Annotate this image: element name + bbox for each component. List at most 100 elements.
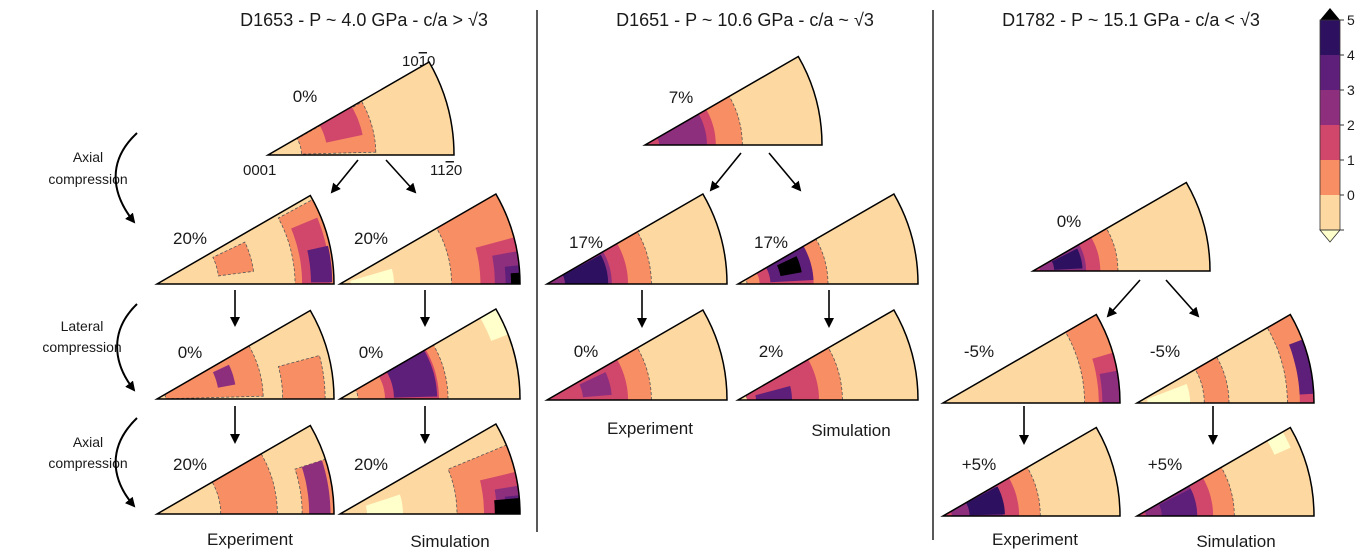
colorbar-tick-label: 2: [1347, 117, 1355, 133]
colorbar-over-arrow: [1320, 8, 1340, 20]
step-label-axial-2: Axial: [73, 434, 103, 450]
strain-s1-exp-2: 0%: [178, 343, 203, 362]
strain-s2-sim-1: 17%: [754, 233, 788, 252]
pole-figure-s1-exp-3: [154, 424, 335, 515]
pole-label-1010: 1010: [402, 53, 435, 70]
curved-arrow-2: [116, 303, 138, 392]
contour-region-over: [494, 498, 520, 514]
contour-region-l2: [319, 106, 363, 143]
col-label-s1-simulation: Simulation: [410, 532, 489, 551]
pole-figure-s1-exp-2: [154, 309, 335, 400]
pole-figure-s2-sim-2: [735, 308, 919, 401]
sector-outline: [735, 308, 919, 401]
colorbar-swatch: [1320, 160, 1340, 195]
step-label-compression-3: compression: [48, 455, 127, 471]
sector-outline: [265, 60, 455, 156]
strain-s1-initial: 0%: [293, 87, 318, 106]
colorbar-swatch: [1320, 55, 1340, 90]
pole-1010-tail: 0: [427, 53, 435, 70]
strain-s1-sim-1: 20%: [354, 229, 388, 248]
strain-s1-exp-1: 20%: [173, 229, 207, 248]
pole-label-1120: 1120: [430, 162, 462, 179]
strain-s2-sim-2: 2%: [759, 342, 784, 361]
colorbar-tick-label: 0: [1347, 187, 1355, 203]
contour-region-l4: [755, 386, 792, 400]
contour-region-l2: [745, 359, 819, 400]
contour-region-under: [350, 268, 394, 284]
pole-figure-sectors: [154, 55, 1315, 517]
sector-contours: [645, 95, 743, 145]
sector-background: [1137, 314, 1314, 403]
sector-contours: [296, 101, 377, 155]
col-label-s3-simulation: Simulation: [1196, 532, 1275, 551]
col-label-s1-experiment: Experiment: [207, 530, 293, 549]
contour-region-l3: [212, 364, 236, 388]
contour-region-under: [1146, 384, 1191, 403]
contour-region-l3: [301, 460, 331, 514]
sector-contours: [547, 231, 652, 284]
strain-s2-exp-2: 0%: [574, 342, 599, 361]
arrow-s1-split-right: [385, 159, 417, 194]
pole-figure-s2-sim-1: [735, 192, 919, 285]
sector-outline: [154, 194, 335, 285]
sector-contours: [211, 453, 334, 514]
arrow-s1-split-left: [330, 159, 359, 194]
pole-figure-s1-sim-2: [337, 307, 521, 400]
sector-contours: [365, 444, 521, 514]
pole-figure-s3-exp-2: [940, 426, 1121, 517]
colorbar-swatch: [1320, 125, 1340, 160]
pole-figure-s1-sim-1: [337, 192, 521, 285]
colorbar-swatch: [1320, 20, 1340, 55]
pole-1010-bar: 1: [419, 53, 427, 70]
pole-figure-s3-initial: [1030, 181, 1211, 272]
contour-region-l3: [657, 114, 707, 145]
colorbar-tick-label: 4: [1347, 47, 1355, 63]
contour-region-l4: [386, 350, 438, 398]
colorbar: 5 4 3 2 1 0: [1319, 8, 1355, 243]
colorbar-swatch: [1320, 195, 1340, 230]
sector-outline: [1030, 181, 1211, 272]
contour-region-l1: [277, 355, 326, 399]
step-label-compression-2: compression: [42, 339, 121, 355]
pole-label-0001: 0001: [243, 162, 276, 179]
sector-outline: [544, 308, 728, 401]
sector-outline: [337, 307, 521, 400]
sector-contours: [1146, 314, 1314, 403]
sector-contours: [212, 198, 334, 284]
strain-s3-initial: 0%: [1057, 212, 1082, 231]
pole-figure-s2-initial: [642, 55, 823, 146]
sector-contours: [355, 309, 508, 399]
sector-contours: [745, 347, 843, 400]
strain-s3-sim-1: -5%: [1150, 342, 1180, 361]
contour-region-under: [480, 309, 508, 341]
contour-region-l5: [562, 254, 609, 284]
sector-outline: [337, 192, 521, 285]
pole-figure-s1-exp-1: [154, 194, 335, 285]
pole-1120-head: 11: [430, 162, 446, 179]
section2-title: D1651 - P ~ 10.6 GPa - c/a ~ √3: [616, 10, 874, 30]
curved-arrow-1: [114, 132, 138, 224]
arrow-s2-split-right: [768, 152, 802, 192]
strain-s3-sim-2: +5%: [1148, 455, 1183, 474]
arrow-s2-split-left: [709, 152, 742, 192]
contour-region-l5: [1051, 248, 1083, 270]
sector-outline: [940, 426, 1121, 517]
pole-1120-bar: 2: [446, 162, 454, 179]
strain-s2-initial: 7%: [669, 88, 694, 107]
curved-arrow-3: [114, 417, 138, 508]
pole-1120-tail: 0: [454, 162, 462, 179]
col-label-s2-experiment: Experiment: [607, 419, 693, 438]
sector-outline: [1134, 313, 1315, 404]
pole-figure-s2-exp-1: [544, 192, 728, 285]
sector-contours: [1033, 227, 1119, 271]
sector-outline: [940, 313, 1121, 404]
sector-outline: [642, 55, 823, 146]
contour-region-over: [777, 256, 802, 277]
section3-title: D1782 - P ~ 15.1 GPa - c/a < √3: [1002, 10, 1260, 30]
pole-figure-s3-sim-1: [1134, 313, 1315, 404]
strain-s2-exp-1: 17%: [569, 233, 603, 252]
sector-outline: [544, 192, 728, 285]
section1-title: D1653 - P ~ 4.0 GPa - c/a > √3: [240, 10, 488, 30]
colorbar-tick-label: 5: [1347, 12, 1355, 28]
colorbar-tick-label: 1: [1347, 152, 1355, 168]
